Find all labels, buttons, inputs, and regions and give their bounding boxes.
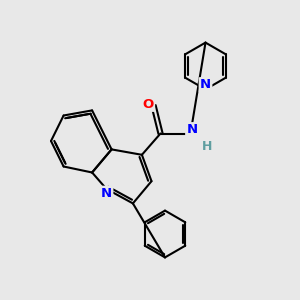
Text: O: O (142, 98, 154, 111)
Text: N: N (200, 78, 211, 92)
Text: H: H (202, 140, 212, 154)
Text: N: N (101, 187, 112, 200)
Text: N: N (186, 123, 198, 136)
